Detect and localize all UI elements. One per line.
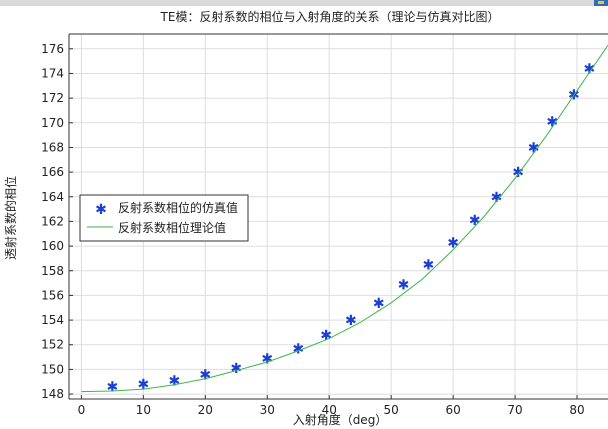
grid (69, 34, 608, 399)
data-point-simulated-0: ✱ (107, 380, 119, 396)
x-tick-label-7: 70 (507, 403, 522, 417)
tick-labels: 0 10 20 30 40 50 60 70 80 148 150 152 154 156 158 160 16… (41, 42, 585, 417)
y-tick-label-6: 160 (41, 239, 64, 253)
y-tick-label-9: 166 (41, 165, 64, 179)
data-point-simulated-3: ✱ (199, 367, 211, 383)
data-point-simulated-1: ✱ (137, 377, 149, 393)
y-tick-label-13: 174 (41, 66, 64, 80)
data-point-simulated-17: ✱ (546, 115, 558, 131)
window-corner-icon-highlight (598, 1, 604, 4)
data-point-simulated-4: ✱ (230, 361, 242, 377)
x-tick-label-5: 50 (384, 403, 399, 417)
y-tick-label-8: 164 (41, 190, 64, 204)
series-line-theoretical (81, 44, 608, 393)
y-tick-label-3: 154 (41, 313, 64, 327)
x-tick-label-1: 10 (136, 403, 151, 417)
y-axis-label: 透射系数的相位 (3, 176, 18, 260)
data-point-simulated-19: ✱ (584, 62, 596, 78)
data-point-simulated-15: ✱ (512, 165, 524, 181)
data-point-simulated-5: ✱ (261, 351, 273, 367)
y-tick-label-2: 152 (41, 338, 64, 352)
data-point-simulated-12: ✱ (447, 235, 459, 251)
y-tick-label-0: 148 (41, 387, 64, 401)
y-tick-label-1: 150 (41, 362, 64, 376)
y-tick-label-14: 176 (41, 42, 64, 56)
series: ✱ ✱ ✱ ✱ ✱✱✱✱✱✱✱✱✱✱✱✱✱✱✱✱ (81, 44, 608, 396)
data-point-simulated-13: ✱ (469, 213, 481, 229)
y-tick-label-10: 168 (41, 140, 64, 154)
data-point-simulated-6: ✱ (292, 341, 304, 357)
legend-label-theoretical: 反射系数相位理论值 (118, 220, 226, 235)
legend-marker-simulated: ✱ (95, 202, 107, 218)
axes (68, 33, 608, 400)
y-tick-label-7: 162 (41, 214, 64, 228)
data-point-simulated-11: ✱ (422, 258, 434, 274)
x-tick-label-4: 40 (322, 403, 337, 417)
x-tick-label-2: 20 (198, 403, 213, 417)
x-axis-label: 入射角度（deg） (293, 412, 388, 427)
x-tick-label-3: 30 (260, 403, 275, 417)
data-point-simulated-7: ✱ (320, 328, 332, 344)
legend: ✱ 反射系数相位的仿真值 反射系数相位理论值 (79, 194, 249, 242)
data-point-simulated-8: ✱ (345, 313, 357, 329)
y-tick-label-12: 172 (41, 91, 64, 105)
chart-title: TE模：反射系数的相位与入射角度的关系（理论与仿真对比图） (160, 9, 500, 24)
data-point-simulated-9: ✱ (373, 296, 385, 312)
x-tick-label-8: 80 (569, 403, 584, 417)
legend-box (79, 194, 249, 242)
data-point-simulated-14: ✱ (491, 190, 503, 206)
window-top-bar (0, 0, 608, 6)
y-tick-label-5: 158 (41, 264, 64, 278)
x-tick-label-6: 60 (445, 403, 460, 417)
x-tick-label-0: 0 (78, 403, 86, 417)
data-point-simulated-16: ✱ (528, 140, 540, 156)
y-tick-label-11: 170 (41, 116, 64, 130)
y-tick-label-4: 156 (41, 288, 64, 302)
data-point-simulated-10: ✱ (398, 277, 410, 293)
legend-label-simulated: 反射系数相位的仿真值 (118, 200, 238, 215)
data-point-simulated-2: ✱ (168, 374, 180, 390)
